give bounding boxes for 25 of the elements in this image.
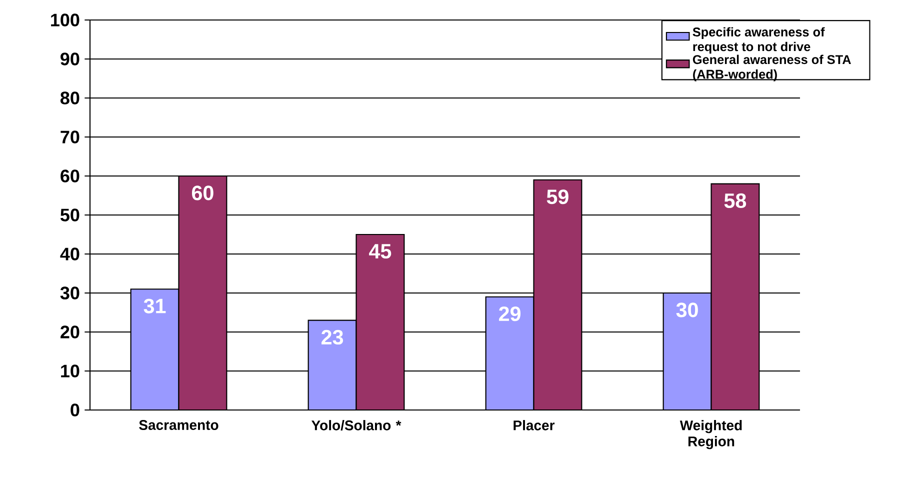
x-tick-label: Yolo/Solano * xyxy=(311,420,402,430)
data-label: 59 xyxy=(546,190,568,204)
x-tick-label: Placer xyxy=(514,420,555,430)
y-tick-label: 0 xyxy=(70,404,80,416)
y-tick-label: 70 xyxy=(60,130,80,144)
y-tick-label: 30 xyxy=(60,286,80,300)
data-label: 29 xyxy=(499,306,521,322)
y-tick-label: 100 xyxy=(51,14,80,26)
data-label: 58 xyxy=(724,193,746,208)
y-tick-label: 50 xyxy=(60,208,80,222)
data-label: 30 xyxy=(676,302,698,318)
y-tick-label: 10 xyxy=(61,364,80,378)
y-tick-label: 80 xyxy=(60,92,80,104)
data-label: 23 xyxy=(322,330,344,345)
legend-label: General awareness of STA (ARB-worded) xyxy=(692,54,851,82)
x-tick-label: Weighted Region xyxy=(680,420,742,450)
data-label: 60 xyxy=(192,186,214,200)
y-tick-label: 90 xyxy=(60,52,80,66)
x-tick-label: Sacramento xyxy=(139,420,218,430)
y-tick-label: 40 xyxy=(60,248,80,260)
legend-label: Specific awareness of request to not drive xyxy=(692,27,825,54)
data-label: 31 xyxy=(144,298,166,314)
y-tick-label: 20 xyxy=(60,326,80,338)
y-tick-label: 60 xyxy=(60,170,80,182)
data-label: 45 xyxy=(369,244,392,259)
